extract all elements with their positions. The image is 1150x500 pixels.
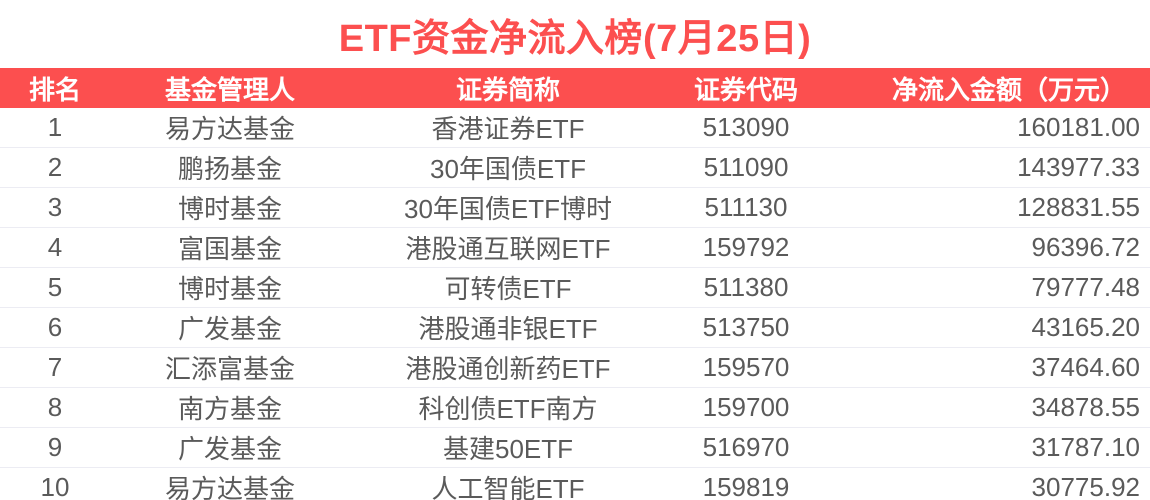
name-cell: 科创债ETF南方 <box>418 394 598 424</box>
rank-cell: 5 <box>47 272 63 302</box>
table-row: 8 南方基金 科创债ETF南方 159700 34878.55 <box>0 388 1150 428</box>
manager-cell: 富国基金 <box>177 234 282 264</box>
manager-cell: 易方达基金 <box>164 114 295 144</box>
code-cell: 159792 <box>702 232 790 262</box>
amount-cell: 31787.10 <box>1031 432 1140 462</box>
name-cell: 港股通创新药ETF <box>405 354 611 384</box>
table-row: 1 易方达基金 香港证券ETF 513090 160181.00 <box>0 108 1150 148</box>
manager-cell: 博时基金 <box>177 194 282 224</box>
code-cell: 159700 <box>702 392 790 422</box>
manager-cell: 广发基金 <box>177 314 282 344</box>
page-title: ETF资金净流入榜(7月25日) <box>338 17 812 60</box>
manager-cell: 广发基金 <box>177 434 282 464</box>
name-cell: 30年国债ETF <box>429 154 587 184</box>
name-cell: 港股通非银ETF <box>418 314 598 344</box>
amount-cell: 143977.33 <box>1017 152 1140 182</box>
table-row: 10 易方达基金 人工智能ETF 159819 30775.92 <box>0 468 1150 500</box>
manager-cell: 鹏扬基金 <box>177 154 282 184</box>
table-row: 7 汇添富基金 港股通创新药ETF 159570 37464.60 <box>0 348 1150 388</box>
code-cell: 511130 <box>704 192 788 222</box>
rank-cell: 10 <box>40 472 70 500</box>
amount-cell: 128831.55 <box>1017 192 1140 222</box>
code-cell: 511380 <box>703 272 789 302</box>
rank-cell: 2 <box>47 152 63 182</box>
code-cell: 159570 <box>702 352 790 382</box>
code-cell: 511090 <box>703 152 789 182</box>
amount-cell: 30775.92 <box>1031 472 1140 500</box>
amount-cell: 43165.20 <box>1031 312 1140 342</box>
col-header-code: 证券代码 <box>693 74 798 105</box>
amount-cell: 34878.55 <box>1031 392 1140 422</box>
name-cell: 基建50ETF <box>442 434 574 464</box>
amount-cell: 37464.60 <box>1031 352 1140 382</box>
code-cell: 513090 <box>702 112 790 142</box>
table-row: 9 广发基金 基建50ETF 516970 31787.10 <box>0 428 1150 468</box>
col-header-rank: 排名 <box>28 74 81 105</box>
table-row: 4 富国基金 港股通互联网ETF 159792 96396.72 <box>0 228 1150 268</box>
table-header-row: 排名 基金管理人 证券简称 证券代码 净流入金额（万元） <box>0 68 1150 108</box>
name-cell: 香港证券ETF <box>431 114 585 144</box>
col-header-name: 证券简称 <box>455 74 560 105</box>
name-cell: 可转债ETF <box>444 274 572 304</box>
table-body: 1 易方达基金 香港证券ETF 513090 160181.00 2 鹏扬基金 … <box>0 108 1150 500</box>
rank-cell: 1 <box>47 112 63 142</box>
manager-cell: 南方基金 <box>177 394 282 424</box>
amount-cell: 96396.72 <box>1031 232 1140 262</box>
rank-cell: 4 <box>47 232 63 262</box>
manager-cell: 易方达基金 <box>164 474 295 500</box>
rank-cell: 8 <box>47 392 63 422</box>
manager-cell: 汇添富基金 <box>164 354 295 384</box>
table-row: 6 广发基金 港股通非银ETF 513750 43165.20 <box>0 308 1150 348</box>
table-row: 2 鹏扬基金 30年国债ETF 511090 143977.33 <box>0 148 1150 188</box>
col-header-amount: 净流入金额（万元） <box>891 74 1126 105</box>
code-cell: 159819 <box>702 472 790 500</box>
col-header-manager: 基金管理人 <box>164 74 295 105</box>
rank-cell: 9 <box>47 432 63 462</box>
table-row: 3 博时基金 30年国债ETF博时 511130 128831.55 <box>0 188 1150 228</box>
table-row: 5 博时基金 可转债ETF 511380 79777.48 <box>0 268 1150 308</box>
manager-cell: 博时基金 <box>177 274 282 304</box>
amount-cell: 160181.00 <box>1017 112 1140 142</box>
rank-cell: 3 <box>47 192 63 222</box>
name-cell: 30年国债ETF博时 <box>403 194 613 224</box>
code-cell: 513750 <box>702 312 790 342</box>
name-cell: 人工智能ETF <box>431 474 585 500</box>
name-cell: 港股通互联网ETF <box>405 234 611 264</box>
code-cell: 516970 <box>702 432 790 462</box>
rank-cell: 6 <box>47 312 63 342</box>
rank-cell: 7 <box>47 352 63 382</box>
amount-cell: 79777.48 <box>1031 272 1140 302</box>
